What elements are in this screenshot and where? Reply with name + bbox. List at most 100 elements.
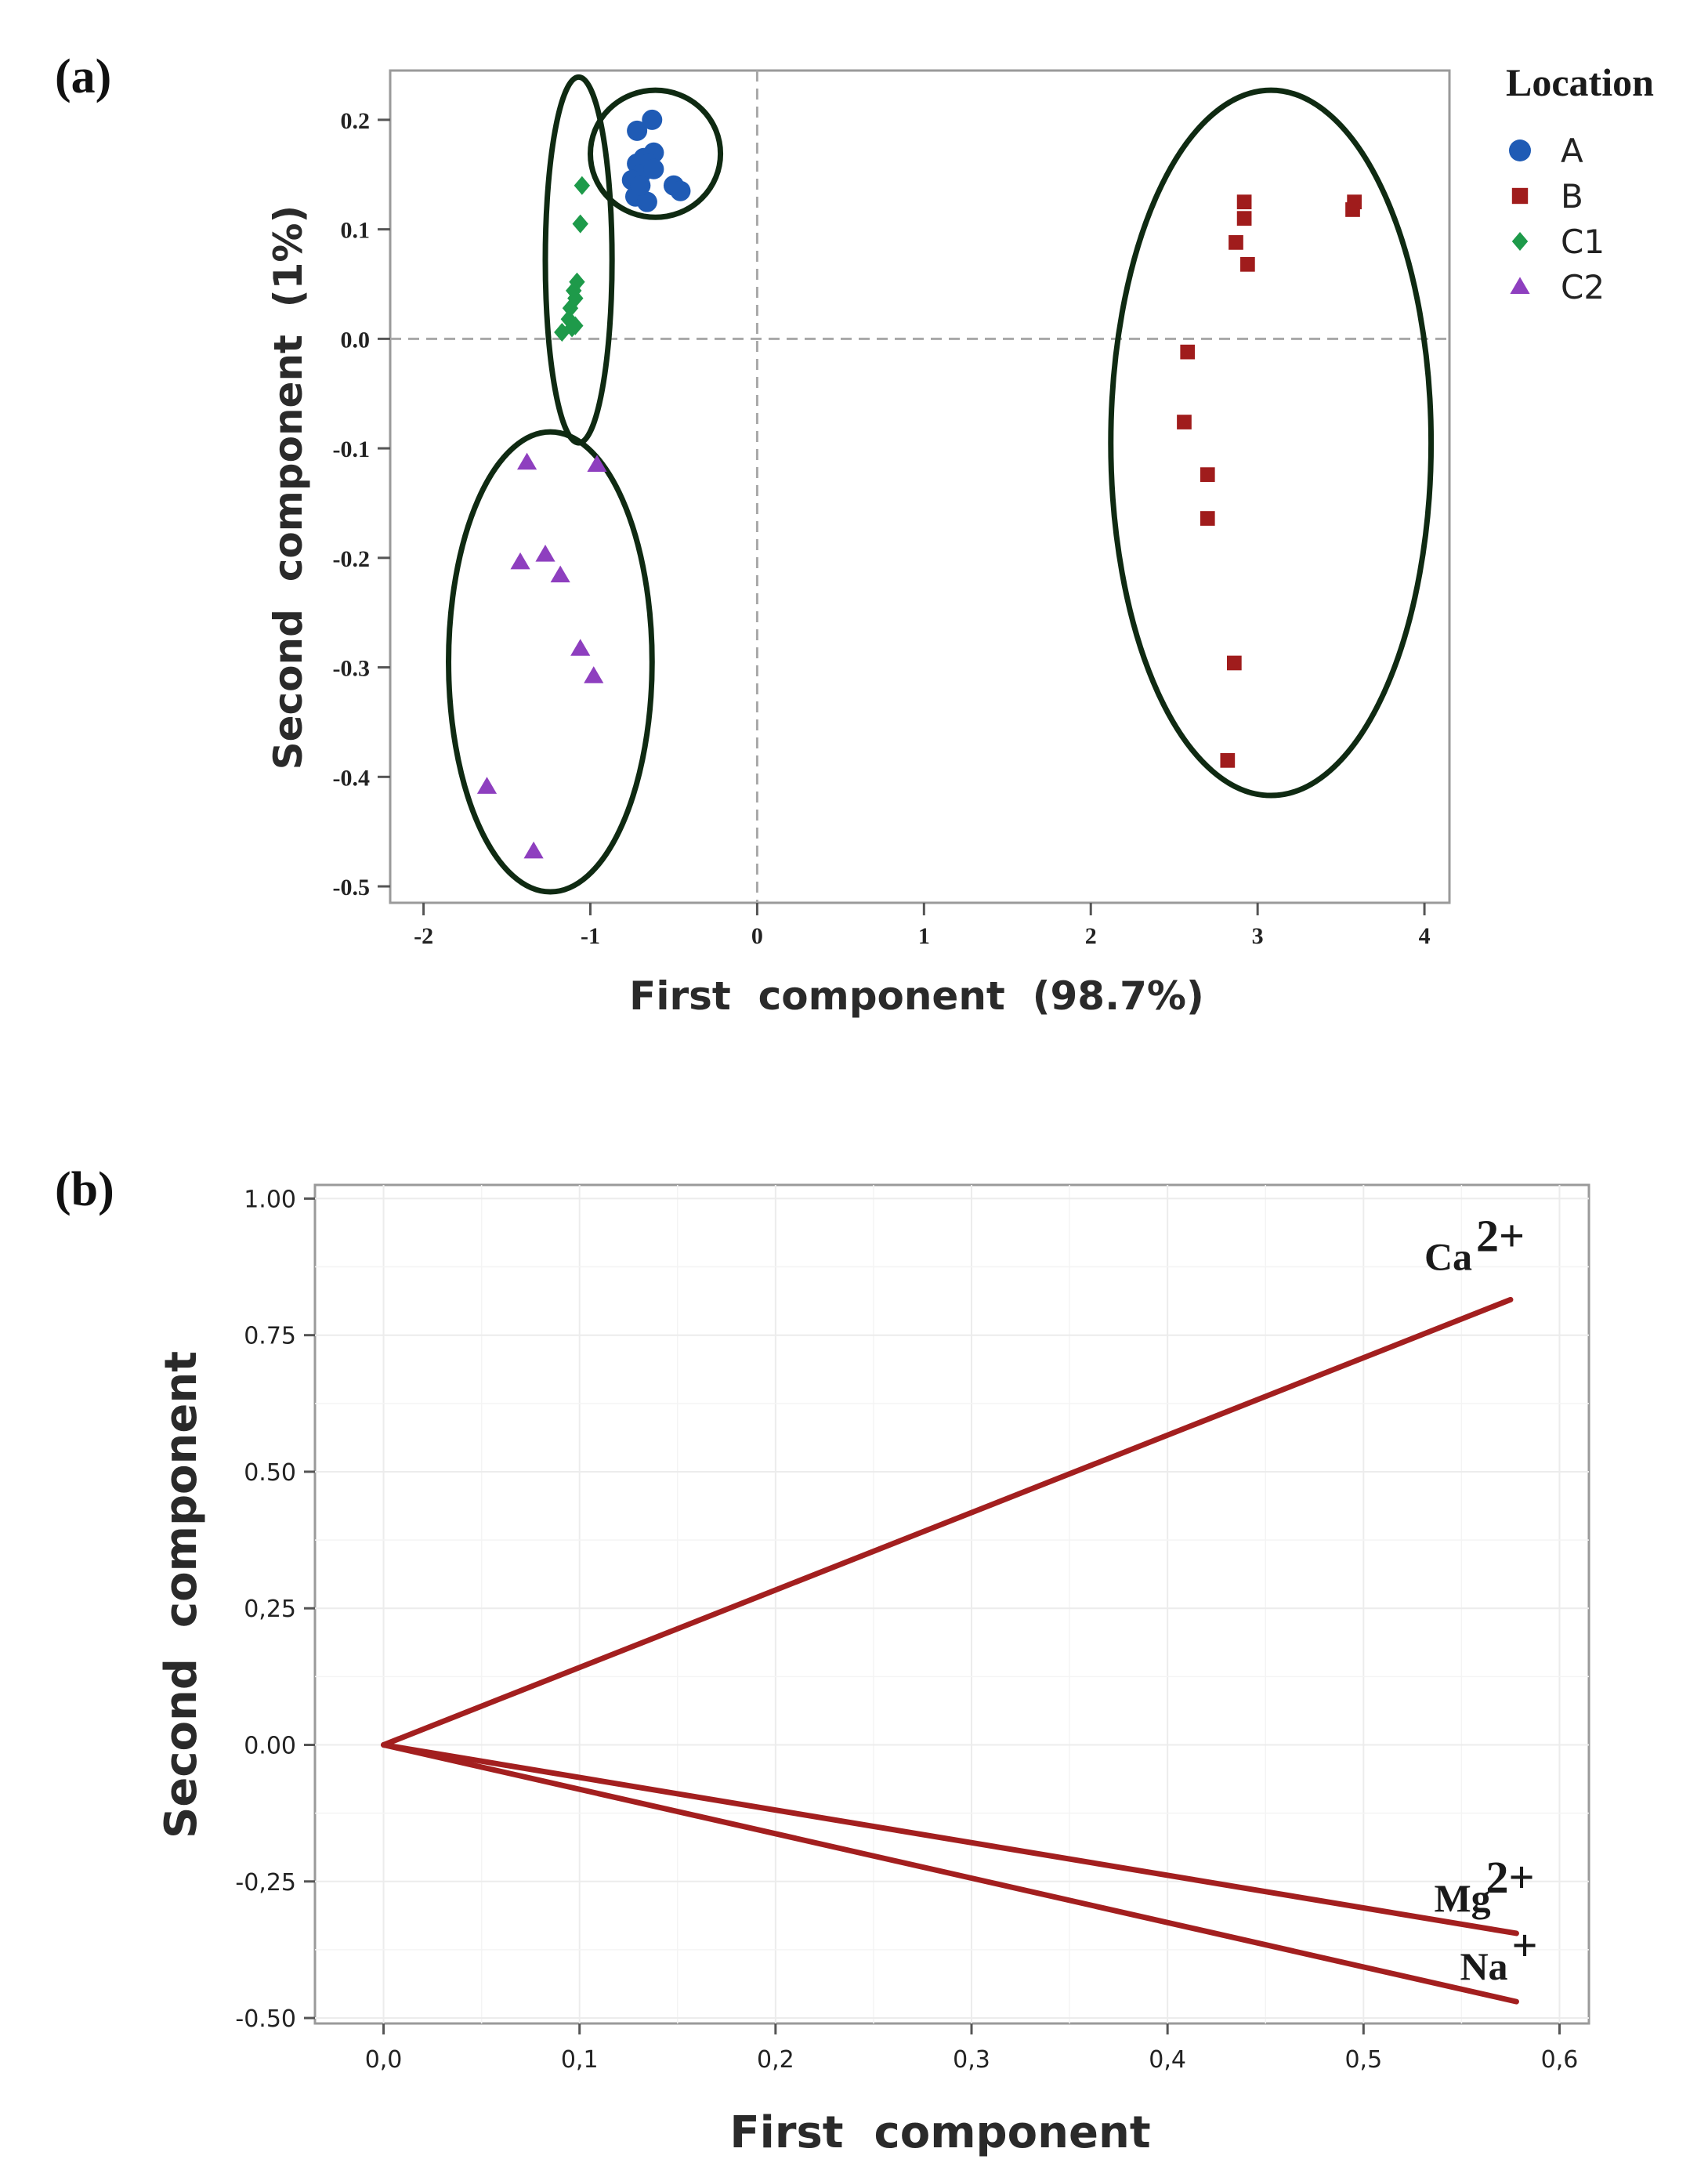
vector-ca (381, 1296, 1514, 1748)
panel-a-x-axis-label: First component (98.7%) (629, 973, 1204, 1019)
vector-mg (381, 1741, 1519, 1936)
panel-a-label: (a) (55, 50, 111, 103)
panel-b-x-axis-label: First component (729, 2107, 1150, 2158)
y-tick-label: -0.3 (333, 656, 371, 682)
vector-label-superscript: 2+ (1476, 1210, 1525, 1261)
point-c2 (510, 552, 530, 570)
vector-label-mg: Mg (1434, 1876, 1490, 1920)
panel-b-y-axis: 1.00 0.75 0.50 0,25 0.00 -0,25 -0.50 (235, 1186, 315, 2033)
panel-a-pca-scores: (a) -2 -1 0 1 2 3 4 0.2 0.1 0.0 -0.1 -0.2 -0.3 -0.4 -… (55, 50, 1654, 1019)
y-tick-label: 0.00 (244, 1732, 296, 1759)
y-tick-label: -0.50 (235, 2005, 296, 2033)
point-a (642, 109, 663, 130)
panel-b-x-axis: 0,0 0,1 0,2 0,3 0,4 0,5 0,6 (365, 2023, 1579, 2074)
point-b (1240, 256, 1255, 272)
point-c1 (572, 214, 588, 234)
point-b (1200, 511, 1215, 526)
x-tick-label: 0,5 (1344, 2046, 1382, 2074)
y-tick-label: 0.50 (244, 1459, 296, 1487)
panel-b-gridlines (315, 1185, 1589, 2023)
point-c2 (535, 545, 555, 562)
point-c1 (563, 318, 581, 338)
point-c2 (516, 452, 537, 470)
x-tick-label: 0,2 (757, 2046, 794, 2074)
ellipse-c2 (446, 429, 655, 895)
x-tick-label: 0 (751, 923, 763, 949)
legend-marker-c1 (1511, 232, 1529, 251)
point-c2 (587, 455, 607, 473)
panel-b-label: (b) (55, 1163, 114, 1216)
point-b (1345, 202, 1360, 217)
y-tick-label: -0.5 (333, 875, 371, 900)
x-tick-label: 3 (1252, 923, 1264, 949)
y-tick-label: 0.0 (341, 327, 371, 353)
panel-a-legend: Location AB C1 C2 (1506, 60, 1654, 306)
point-a (627, 120, 648, 141)
point-b (1220, 752, 1236, 768)
y-tick-label: 0.1 (341, 218, 371, 244)
vector-label-ca: Ca (1424, 1234, 1472, 1278)
y-tick-label: 0,25 (244, 1596, 296, 1623)
y-tick-label: -0.1 (333, 437, 371, 462)
ellipse-b (1108, 87, 1435, 799)
point-a (630, 175, 651, 196)
legend-marker-c2 (1510, 277, 1530, 294)
y-tick-label: 0.2 (341, 108, 371, 134)
legend-marker-b (1511, 187, 1529, 205)
x-tick-label: -1 (581, 923, 600, 949)
point-c1 (560, 310, 577, 329)
legend-label-b: B (1561, 177, 1583, 216)
panel-b-loadings: (b) Ca 2+Mg2+Na + 0,0 0,1 0,2 0,3 0,4 0,5 0,6 1.… (55, 1163, 1590, 2158)
point-c1 (574, 176, 591, 195)
legend-marker-a (1509, 139, 1531, 161)
point-c2 (570, 639, 591, 656)
panel-a-plot-frame (389, 69, 1451, 904)
panel-a-data-points (476, 109, 1362, 859)
x-tick-label: 0,4 (1149, 2046, 1186, 2074)
point-a (643, 158, 664, 179)
panel-a-reference-lines (390, 71, 1449, 903)
point-b (1236, 194, 1252, 210)
point-a (670, 180, 691, 201)
ellipse-a (587, 87, 724, 220)
point-b (1236, 211, 1252, 226)
point-c2 (550, 565, 570, 583)
point-c2 (584, 666, 604, 683)
y-tick-label: -0,25 (235, 1869, 296, 1897)
legend-label-c1: C1 (1561, 223, 1605, 261)
point-b (1229, 235, 1243, 250)
point-c1 (562, 299, 579, 318)
vector-na (381, 1741, 1519, 2005)
y-tick-label: -0.2 (333, 546, 371, 572)
panel-a-y-axis-label: Second component (1%) (266, 205, 311, 770)
point-b (1226, 655, 1242, 671)
point-c2 (523, 841, 544, 859)
legend-label-a: A (1561, 132, 1583, 170)
panel-a-x-axis: -2 -1 0 1 2 3 4 (414, 903, 1431, 949)
x-tick-label: 0,3 (953, 2046, 990, 2074)
y-tick-label: 1.00 (244, 1186, 296, 1213)
legend-label-c2: C2 (1561, 268, 1605, 306)
vector-label-superscript: 2+ (1485, 1852, 1534, 1903)
vector-label-na: Na (1460, 1944, 1507, 1988)
y-tick-label: 0.75 (244, 1323, 296, 1350)
legend-title: Location (1506, 60, 1654, 104)
x-tick-label: -2 (414, 923, 433, 949)
panel-a-y-axis: 0.2 0.1 0.0 -0.1 -0.2 -0.3 -0.4 -0.5 (333, 108, 390, 900)
x-tick-label: 2 (1085, 923, 1097, 949)
point-c2 (476, 777, 498, 794)
x-tick-label: 0,0 (365, 2046, 403, 2074)
x-tick-label: 0,6 (1541, 2046, 1579, 2074)
point-b (1200, 467, 1215, 482)
x-tick-label: 4 (1419, 923, 1431, 949)
point-b (1177, 415, 1192, 429)
x-tick-label: 1 (918, 923, 930, 949)
panel-b-y-axis-label: Second component (156, 1351, 207, 1839)
panel-a-group-ellipses (446, 74, 1435, 895)
point-b (1180, 344, 1196, 360)
point-c1 (569, 272, 585, 292)
panel-b-loading-vectors: Ca 2+Mg2+Na + (381, 1210, 1538, 2005)
x-tick-label: 0,1 (561, 2046, 599, 2074)
y-tick-label: -0.4 (333, 765, 371, 791)
